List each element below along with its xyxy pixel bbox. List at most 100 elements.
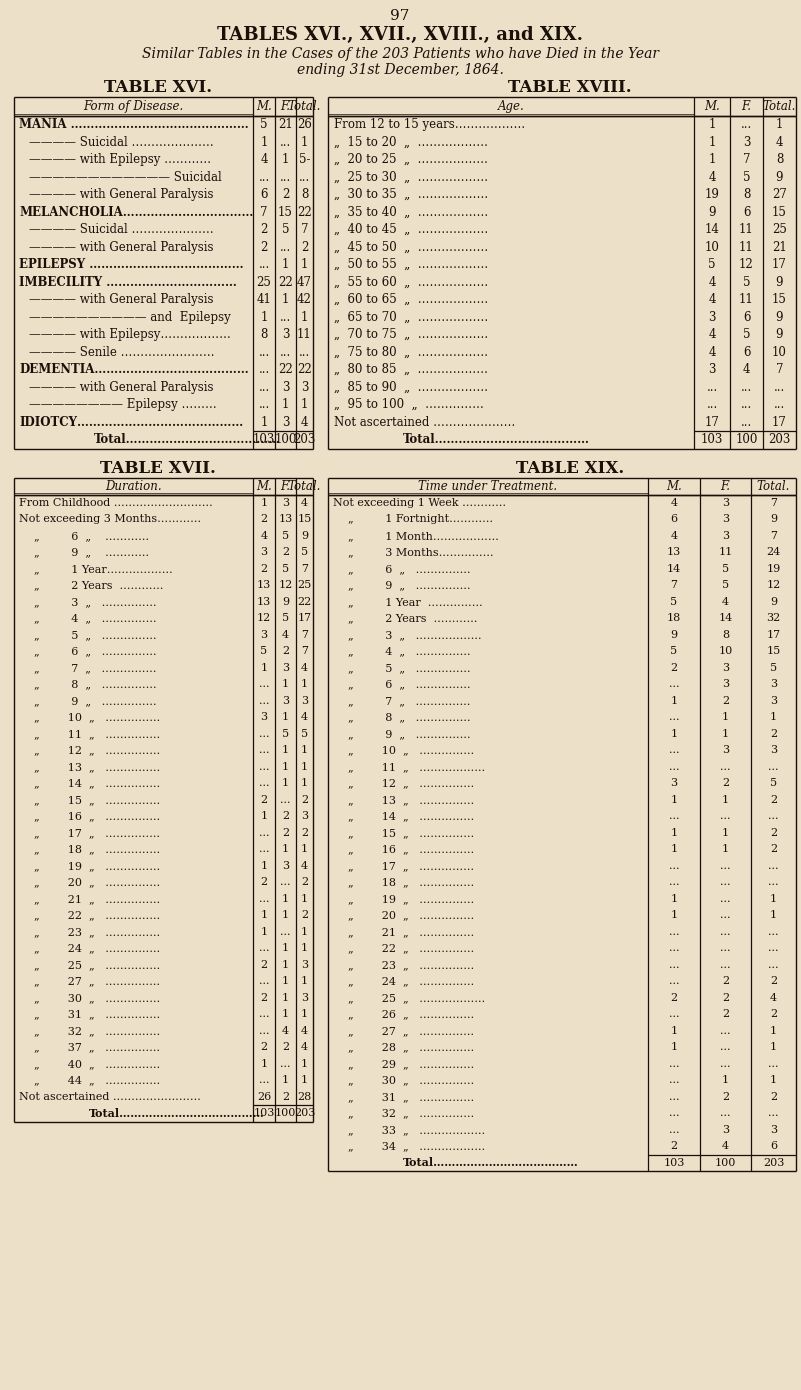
Text: 41: 41 [256,293,272,306]
Text: ...: ... [669,959,679,970]
Text: 3: 3 [770,1125,777,1134]
Text: „  40 to 45  „  ………………: „ 40 to 45 „ ……………… [334,224,489,236]
Text: 2: 2 [282,828,289,838]
Text: 14: 14 [718,613,733,623]
Text: TABLE XVII.: TABLE XVII. [100,460,216,477]
Text: ...: ... [259,346,270,359]
Text: 24: 24 [767,548,781,557]
Text: ...: ... [741,399,752,411]
Text: 1: 1 [722,828,729,838]
Text: 5: 5 [722,564,729,574]
Text: 5: 5 [770,663,777,673]
Text: 1: 1 [282,910,289,920]
Text: 2: 2 [260,514,268,524]
Text: 97: 97 [390,8,409,24]
Text: „  35 to 40  „  ………………: „ 35 to 40 „ ……………… [334,206,489,218]
Text: 4: 4 [708,346,716,359]
Text: 1: 1 [670,894,678,904]
Text: ...: ... [774,381,785,393]
Text: 3: 3 [301,812,308,821]
Text: 8: 8 [260,328,268,342]
Text: „         6  „   ……………: „ 6 „ …………… [348,680,471,689]
Text: 3: 3 [282,860,289,870]
Text: ...: ... [280,311,291,324]
Text: ...: ... [259,171,270,183]
Text: 2: 2 [282,548,289,557]
Text: „        19  „   ……………: „ 19 „ …………… [348,894,474,904]
Text: 14: 14 [705,224,719,236]
Text: 3: 3 [260,548,268,557]
Text: ...: ... [706,399,718,411]
Text: 9: 9 [775,311,783,324]
Text: ...: ... [720,1059,731,1069]
Text: „         5  „   ……………: „ 5 „ …………… [34,630,157,639]
Text: 10: 10 [705,240,719,254]
Text: ...: ... [259,363,270,377]
Text: ...: ... [259,762,269,771]
Text: 203: 203 [293,434,316,446]
Text: 2: 2 [301,240,308,254]
Text: 21: 21 [772,240,787,254]
Text: 2: 2 [282,188,289,202]
Text: 11: 11 [739,224,754,236]
Text: 1: 1 [282,680,289,689]
Text: 1: 1 [260,498,268,507]
Text: 2: 2 [260,564,268,574]
Text: ...: ... [669,1059,679,1069]
Text: 5: 5 [282,564,289,574]
Text: ...: ... [259,728,269,738]
Text: 1: 1 [301,1059,308,1069]
Text: 5: 5 [260,646,268,656]
Text: 3: 3 [722,745,729,755]
Text: ...: ... [741,416,752,428]
Text: ...: ... [259,259,270,271]
Text: „        24  „   ……………: „ 24 „ …………… [348,976,474,987]
Text: 1: 1 [770,1076,777,1086]
Text: 1: 1 [770,894,777,904]
Text: 3: 3 [708,311,716,324]
Text: „        28  „   ……………: „ 28 „ …………… [348,1042,474,1052]
Text: 1: 1 [301,1076,308,1086]
Text: Not ascertained ……………………: Not ascertained …………………… [19,1091,201,1102]
Text: 9: 9 [775,275,783,289]
Text: 5: 5 [282,728,289,738]
Text: 1: 1 [670,910,678,920]
Text: 6: 6 [260,188,268,202]
Text: 1: 1 [708,136,715,149]
Text: 2: 2 [282,1091,289,1102]
Text: 5: 5 [722,580,729,591]
Text: „  20 to 25  „  ………………: „ 20 to 25 „ ……………… [334,153,488,167]
Text: 7: 7 [770,531,777,541]
Text: „         5  „   ……………: „ 5 „ …………… [348,663,471,673]
Text: 7: 7 [743,153,751,167]
Text: 1: 1 [282,259,289,271]
Text: 4: 4 [260,531,268,541]
Text: 22: 22 [278,363,293,377]
Text: 6: 6 [743,206,751,218]
Text: „        30  „   ……………: „ 30 „ …………… [34,992,160,1002]
Text: „        25  „   ……………: „ 25 „ …………… [34,959,160,970]
Text: 3: 3 [722,1125,729,1134]
Text: 26: 26 [257,1091,271,1102]
Text: ...: ... [774,399,785,411]
Text: ...: ... [669,1091,679,1102]
Text: ...: ... [720,910,731,920]
Text: „         1 Month………………: „ 1 Month……………… [348,531,499,541]
Text: „        26  „   ……………: „ 26 „ …………… [348,1009,474,1019]
Text: F.: F. [721,480,731,492]
Text: 1: 1 [670,1026,678,1036]
Text: 9: 9 [708,206,716,218]
Text: „         9  „   ……………: „ 9 „ …………… [34,696,157,706]
Text: ...: ... [259,894,269,904]
Text: 5: 5 [708,259,716,271]
Text: 1: 1 [260,416,268,428]
Text: 5: 5 [770,778,777,788]
Text: 2: 2 [770,728,777,738]
Text: 7: 7 [301,646,308,656]
Text: 1: 1 [301,259,308,271]
Text: 7: 7 [670,580,678,591]
Text: „        16  „   ……………: „ 16 „ …………… [348,844,474,855]
Text: ———— with General Paralysis: ———— with General Paralysis [29,240,214,254]
Text: „  80 to 85  „  ………………: „ 80 to 85 „ ……………… [334,363,488,377]
Text: „        23  „   ……………: „ 23 „ …………… [34,927,160,937]
